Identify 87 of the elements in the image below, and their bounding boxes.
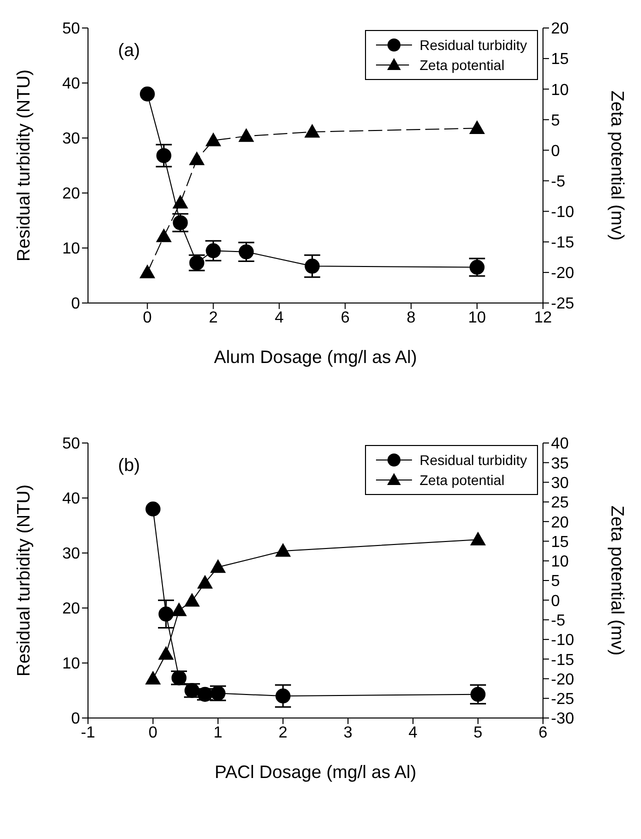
point bbox=[172, 195, 188, 209]
y2-tick-label: 5 bbox=[551, 573, 560, 590]
legend-label: Residual turbidity bbox=[420, 37, 527, 53]
y2-tick-label: 25 bbox=[551, 494, 569, 512]
x-tick-label: 12 bbox=[534, 309, 552, 326]
x-tick-label: 4 bbox=[274, 309, 284, 326]
point bbox=[146, 502, 160, 516]
x-tick-label: -1 bbox=[80, 724, 96, 742]
point bbox=[140, 86, 155, 102]
y2-tick-label: 20 bbox=[551, 514, 569, 532]
y2-tick-label: 5 bbox=[551, 112, 560, 130]
point bbox=[470, 532, 486, 546]
point bbox=[206, 132, 221, 146]
point bbox=[158, 646, 174, 660]
point bbox=[276, 688, 290, 704]
y2-tick-label: -5 bbox=[551, 173, 566, 190]
y2-tick-label: -25 bbox=[551, 296, 574, 313]
point bbox=[146, 671, 160, 684]
y2-tick-label: -15 bbox=[551, 652, 574, 669]
point bbox=[304, 124, 320, 138]
y-tick-label: 50 bbox=[62, 436, 80, 453]
point bbox=[140, 264, 155, 278]
y2-tick-label: -20 bbox=[551, 671, 574, 688]
x-tick-label: 2 bbox=[208, 309, 218, 326]
y-tick-label: 10 bbox=[62, 656, 80, 673]
y2-axis-title: Zeta potential (mv) bbox=[608, 90, 628, 241]
x-tick-label: 0 bbox=[142, 309, 152, 326]
x-tick-label: 2 bbox=[278, 724, 288, 742]
y-tick-label: 40 bbox=[62, 76, 80, 93]
y2-tick-label: 15 bbox=[551, 51, 569, 68]
point bbox=[158, 606, 174, 622]
y2-tick-label: -10 bbox=[551, 204, 574, 222]
y-tick-label: 0 bbox=[71, 710, 80, 728]
y2-tick-label: -30 bbox=[551, 710, 574, 728]
y2-tick-label: 40 bbox=[551, 436, 569, 453]
y2-tick-label: 35 bbox=[551, 455, 569, 472]
y-tick-label: 20 bbox=[62, 600, 80, 618]
point bbox=[206, 243, 221, 258]
annotation: (a) bbox=[118, 40, 140, 61]
x-tick-label: 4 bbox=[408, 724, 418, 742]
x-tick-label: 0 bbox=[148, 724, 158, 742]
y-tick-label: 20 bbox=[62, 186, 80, 203]
y2-tick-label: 10 bbox=[551, 554, 569, 571]
point bbox=[156, 228, 172, 242]
y-axis-title: Residual turbidity (NTU) bbox=[13, 69, 34, 262]
y-tick-label: 40 bbox=[62, 490, 80, 508]
y-axis-title: Residual turbidity (NTU) bbox=[13, 484, 34, 677]
y2-tick-label: -25 bbox=[551, 691, 574, 708]
y-tick-label: 0 bbox=[71, 296, 80, 313]
legend-label: Zeta potential bbox=[420, 57, 504, 73]
legend-label: Residual turbidity bbox=[420, 452, 527, 468]
x-tick-label: 8 bbox=[406, 309, 416, 326]
x-axis-title: Alum Dosage (mg/l as Al) bbox=[214, 347, 418, 367]
x-tick-label: 6 bbox=[538, 724, 548, 742]
y2-tick-label: 0 bbox=[551, 592, 560, 610]
point bbox=[184, 593, 200, 607]
y2-tick-label: 15 bbox=[551, 534, 569, 551]
y2-tick-label: -10 bbox=[551, 632, 574, 650]
y2-axis-title: Zeta potential (mv) bbox=[608, 505, 628, 656]
point bbox=[238, 128, 254, 142]
point bbox=[210, 560, 226, 573]
y-tick-label: 10 bbox=[62, 240, 80, 258]
point bbox=[304, 258, 320, 274]
point bbox=[189, 152, 204, 166]
x-axis-title: PACl Dosage (mg/l as Al) bbox=[214, 762, 416, 782]
y2-tick-label: 20 bbox=[551, 20, 569, 38]
y2-tick-label: -15 bbox=[551, 234, 574, 252]
x-tick-label: 5 bbox=[474, 724, 483, 742]
x-tick-label: 3 bbox=[344, 724, 353, 742]
y-tick-label: 50 bbox=[62, 20, 80, 38]
legend-label: Zeta potential bbox=[420, 472, 504, 488]
y2-tick-label: 30 bbox=[551, 474, 569, 492]
y-tick-label: 30 bbox=[62, 130, 80, 148]
point bbox=[172, 602, 186, 616]
y2-tick-label: -5 bbox=[551, 612, 566, 630]
y2-tick-label: 0 bbox=[551, 142, 560, 160]
point bbox=[156, 148, 172, 164]
y2-tick-label: 10 bbox=[551, 82, 569, 99]
x-tick-label: 10 bbox=[468, 309, 486, 326]
y2-tick-label: -20 bbox=[551, 265, 574, 282]
x-tick-label: 6 bbox=[340, 309, 350, 326]
annotation: (b) bbox=[118, 455, 140, 476]
point bbox=[276, 544, 290, 557]
x-tick-label: 1 bbox=[214, 724, 223, 742]
point bbox=[198, 575, 212, 589]
y-tick-label: 30 bbox=[62, 546, 80, 563]
point bbox=[470, 120, 485, 134]
